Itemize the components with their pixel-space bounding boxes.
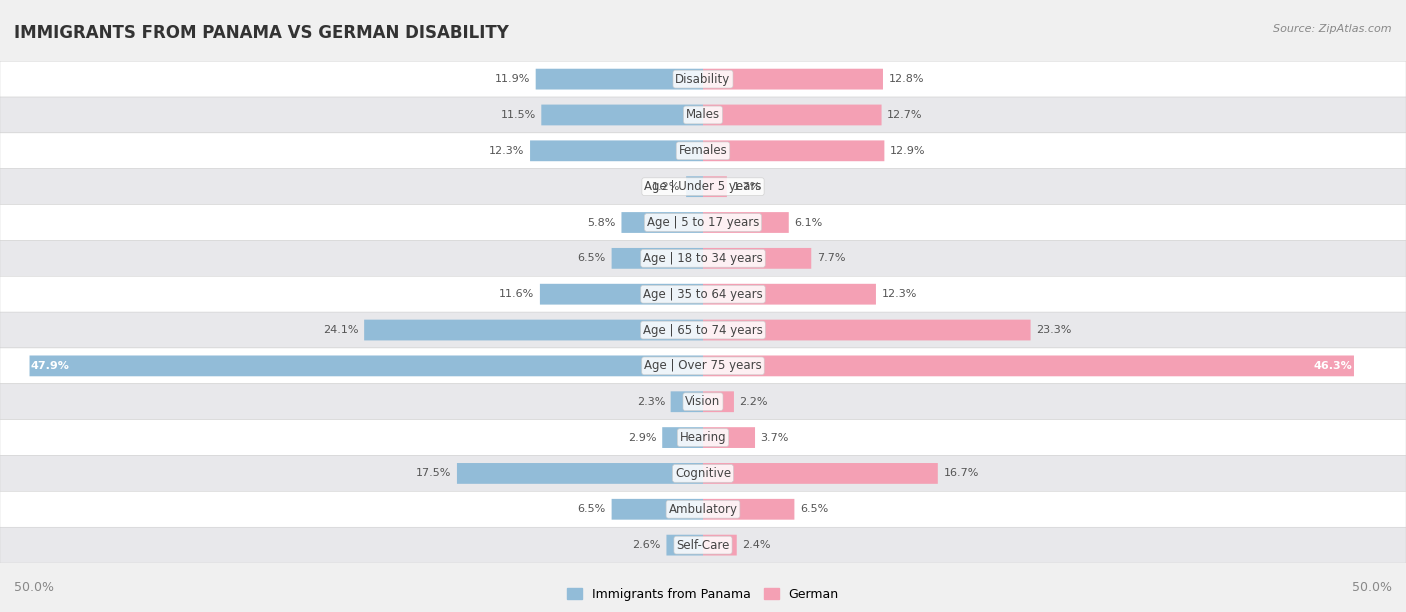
Text: 3.7%: 3.7%: [761, 433, 789, 442]
FancyBboxPatch shape: [364, 319, 703, 340]
Text: 1.7%: 1.7%: [733, 182, 761, 192]
Text: 1.2%: 1.2%: [652, 182, 681, 192]
Text: 12.3%: 12.3%: [882, 289, 917, 299]
Text: 6.5%: 6.5%: [800, 504, 828, 514]
Text: 12.7%: 12.7%: [887, 110, 922, 120]
FancyBboxPatch shape: [0, 241, 1406, 276]
Text: 46.3%: 46.3%: [1313, 361, 1353, 371]
Text: 2.2%: 2.2%: [740, 397, 768, 407]
Text: 2.3%: 2.3%: [637, 397, 665, 407]
FancyBboxPatch shape: [536, 69, 703, 89]
Text: 47.9%: 47.9%: [31, 361, 70, 371]
Text: Disability: Disability: [675, 73, 731, 86]
Text: IMMIGRANTS FROM PANAMA VS GERMAN DISABILITY: IMMIGRANTS FROM PANAMA VS GERMAN DISABIL…: [14, 24, 509, 42]
FancyBboxPatch shape: [0, 455, 1406, 491]
FancyBboxPatch shape: [671, 391, 703, 412]
Text: 12.3%: 12.3%: [489, 146, 524, 156]
Text: Females: Females: [679, 144, 727, 157]
Text: Age | 5 to 17 years: Age | 5 to 17 years: [647, 216, 759, 229]
FancyBboxPatch shape: [0, 276, 1406, 312]
FancyBboxPatch shape: [0, 169, 1406, 204]
Text: Age | 65 to 74 years: Age | 65 to 74 years: [643, 324, 763, 337]
Text: 50.0%: 50.0%: [14, 581, 53, 594]
Text: Vision: Vision: [685, 395, 721, 408]
FancyBboxPatch shape: [612, 499, 703, 520]
Text: Cognitive: Cognitive: [675, 467, 731, 480]
FancyBboxPatch shape: [703, 535, 737, 556]
Text: 5.8%: 5.8%: [588, 217, 616, 228]
FancyBboxPatch shape: [703, 391, 734, 412]
Text: 2.9%: 2.9%: [628, 433, 657, 442]
Text: 6.5%: 6.5%: [578, 253, 606, 263]
FancyBboxPatch shape: [0, 133, 1406, 169]
FancyBboxPatch shape: [703, 427, 755, 448]
FancyBboxPatch shape: [457, 463, 703, 484]
Legend: Immigrants from Panama, German: Immigrants from Panama, German: [562, 583, 844, 606]
Text: Age | 35 to 64 years: Age | 35 to 64 years: [643, 288, 763, 300]
Text: Hearing: Hearing: [679, 431, 727, 444]
Text: 7.7%: 7.7%: [817, 253, 845, 263]
FancyBboxPatch shape: [0, 527, 1406, 563]
FancyBboxPatch shape: [703, 284, 876, 305]
FancyBboxPatch shape: [703, 499, 794, 520]
Text: 6.5%: 6.5%: [578, 504, 606, 514]
Text: Source: ZipAtlas.com: Source: ZipAtlas.com: [1274, 24, 1392, 34]
Text: Age | Under 5 years: Age | Under 5 years: [644, 180, 762, 193]
FancyBboxPatch shape: [703, 319, 1031, 340]
Text: 2.6%: 2.6%: [633, 540, 661, 550]
FancyBboxPatch shape: [703, 176, 727, 197]
FancyBboxPatch shape: [662, 427, 703, 448]
FancyBboxPatch shape: [703, 105, 882, 125]
FancyBboxPatch shape: [541, 105, 703, 125]
Text: 17.5%: 17.5%: [416, 468, 451, 479]
FancyBboxPatch shape: [686, 176, 703, 197]
FancyBboxPatch shape: [703, 69, 883, 89]
Text: 12.9%: 12.9%: [890, 146, 925, 156]
Text: 6.1%: 6.1%: [794, 217, 823, 228]
Text: 11.5%: 11.5%: [501, 110, 536, 120]
FancyBboxPatch shape: [703, 463, 938, 484]
FancyBboxPatch shape: [703, 212, 789, 233]
Text: 12.8%: 12.8%: [889, 74, 924, 84]
FancyBboxPatch shape: [530, 140, 703, 161]
Text: Self-Care: Self-Care: [676, 539, 730, 551]
Text: Ambulatory: Ambulatory: [668, 503, 738, 516]
FancyBboxPatch shape: [0, 348, 1406, 384]
FancyBboxPatch shape: [703, 248, 811, 269]
FancyBboxPatch shape: [703, 140, 884, 161]
Text: Age | 18 to 34 years: Age | 18 to 34 years: [643, 252, 763, 265]
Text: 24.1%: 24.1%: [323, 325, 359, 335]
FancyBboxPatch shape: [0, 491, 1406, 527]
FancyBboxPatch shape: [621, 212, 703, 233]
FancyBboxPatch shape: [703, 356, 1354, 376]
FancyBboxPatch shape: [0, 384, 1406, 420]
FancyBboxPatch shape: [0, 97, 1406, 133]
Text: 2.4%: 2.4%: [742, 540, 770, 550]
Text: 50.0%: 50.0%: [1353, 581, 1392, 594]
FancyBboxPatch shape: [0, 420, 1406, 455]
Text: Males: Males: [686, 108, 720, 121]
FancyBboxPatch shape: [0, 312, 1406, 348]
Text: 11.9%: 11.9%: [495, 74, 530, 84]
FancyBboxPatch shape: [612, 248, 703, 269]
Text: 23.3%: 23.3%: [1036, 325, 1071, 335]
FancyBboxPatch shape: [666, 535, 703, 556]
FancyBboxPatch shape: [30, 356, 703, 376]
FancyBboxPatch shape: [540, 284, 703, 305]
FancyBboxPatch shape: [0, 204, 1406, 241]
FancyBboxPatch shape: [0, 61, 1406, 97]
Text: Age | Over 75 years: Age | Over 75 years: [644, 359, 762, 372]
Text: 16.7%: 16.7%: [943, 468, 979, 479]
Text: 11.6%: 11.6%: [499, 289, 534, 299]
